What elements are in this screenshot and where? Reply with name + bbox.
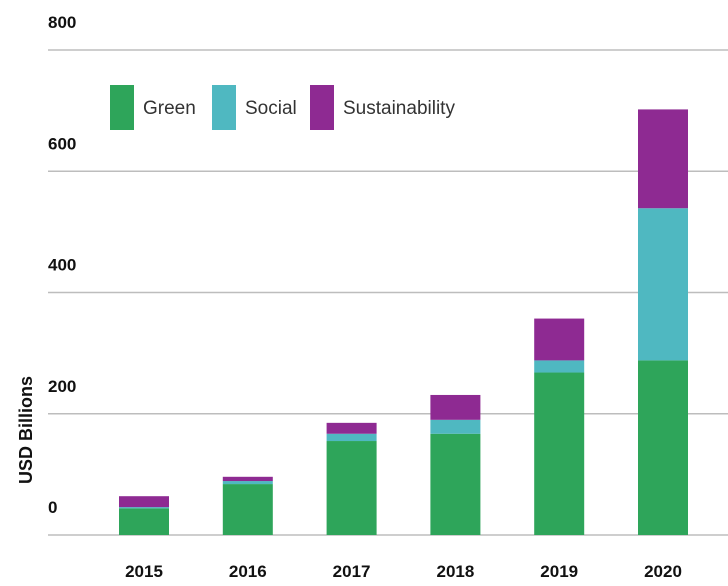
legend-label: Sustainability [343,98,455,119]
y-tick-label: 200 [48,377,76,396]
bar-segment [430,394,481,420]
bar-segment [638,208,688,361]
x-tick-label: 2020 [644,562,682,581]
bar-segment [119,507,169,509]
bar-segment [638,360,688,535]
x-tick-label: 2019 [540,562,578,581]
y-tick-label: 600 [48,134,76,153]
bar-segment [326,441,377,535]
bar-segment [222,476,273,482]
bar-segment [119,508,169,535]
bar-segment [430,433,481,535]
x-tick-label: 2016 [229,562,267,581]
legend-label: Green [143,98,196,119]
bar-segment [222,481,273,485]
bar-segment [430,419,481,434]
legend-swatch [110,85,134,130]
bar-segment [638,109,688,209]
x-tick-label: 2015 [125,562,163,581]
y-tick-label: 800 [48,13,76,32]
bar-segment [534,318,585,361]
y-tick-label: 0 [48,498,57,517]
bar-segment [534,360,585,373]
y-axis-label: USD Billions [16,376,36,484]
bar-segment [222,484,273,535]
x-tick-label: 2017 [333,562,371,581]
bar-segment [326,433,377,442]
bar-segment [119,496,169,508]
bar-segment [534,372,585,535]
bar-segment [326,422,377,434]
legend-label: Social [245,98,297,119]
y-tick-label: 400 [48,256,76,275]
x-tick-label: 2018 [436,562,474,581]
legend-swatch [212,85,236,130]
legend-swatch [310,85,334,130]
